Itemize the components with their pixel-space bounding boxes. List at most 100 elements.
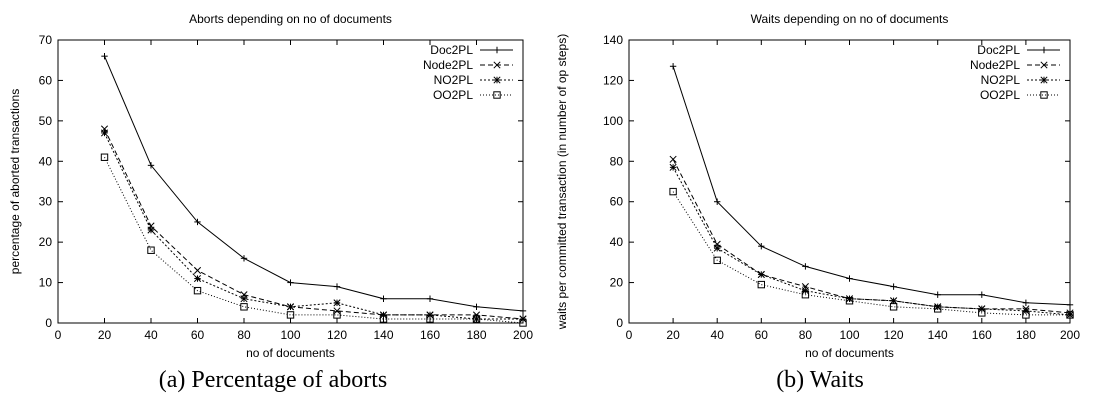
- x-tick-label: 60: [755, 328, 769, 342]
- data-point: [379, 315, 388, 323]
- y-tick-label: 20: [610, 276, 624, 290]
- series-line: [104, 156, 524, 324]
- data-point: [802, 263, 809, 270]
- data-point: [1022, 307, 1030, 315]
- data-point: [714, 198, 721, 205]
- x-tick-label: 200: [513, 328, 533, 342]
- x-axis-label: no of documents: [805, 346, 894, 360]
- chart-caption: (a) Percentage of aborts: [158, 367, 388, 393]
- data-point: [801, 291, 810, 299]
- data-point: [519, 319, 527, 327]
- data-point: [193, 274, 202, 283]
- x-tick-label: 200: [1060, 328, 1080, 342]
- series-doc2pl: [669, 63, 1074, 309]
- y-axis-label: waits per committed transaction (in numb…: [555, 34, 569, 330]
- data-point: [147, 226, 155, 234]
- y-tick-label: 80: [610, 154, 624, 168]
- legend-label: NO2PL: [434, 73, 474, 87]
- y-tick-label: 60: [610, 195, 624, 209]
- x-tick-label: 40: [711, 328, 725, 342]
- x-tick-label: 0: [55, 328, 62, 342]
- series-line: [672, 167, 1071, 316]
- series-oo2pl: [100, 153, 527, 327]
- data-point: [100, 129, 109, 137]
- data-point: [287, 279, 294, 286]
- legend-label: OO2PL: [980, 88, 1020, 102]
- data-point: [934, 291, 941, 298]
- series-line: [672, 191, 1070, 316]
- y-tick-label: 140: [603, 33, 623, 47]
- x-tick-label: 80: [799, 328, 813, 342]
- data-point: [193, 266, 202, 274]
- data-point: [1066, 311, 1074, 319]
- data-point: [472, 315, 481, 323]
- y-tick-label: 120: [603, 73, 623, 87]
- data-point: [757, 270, 765, 279]
- y-tick-label: 0: [616, 316, 623, 330]
- data-point: [147, 246, 155, 254]
- data-point: [193, 286, 202, 295]
- y-tick-label: 20: [39, 235, 53, 249]
- data-point: [669, 163, 677, 171]
- data-point: [286, 303, 295, 311]
- data-point: [379, 311, 388, 319]
- data-point: [333, 283, 341, 290]
- x-tick-label: 120: [884, 328, 904, 342]
- data-point: [100, 153, 109, 161]
- y-tick-label: 70: [39, 33, 53, 47]
- y-axis-label: percentage of aborted transactions: [8, 89, 22, 274]
- x-tick-label: 20: [666, 328, 680, 342]
- series-oo2pl: [669, 187, 1074, 319]
- x-tick-label: 60: [191, 328, 205, 342]
- series-line: [672, 159, 1071, 314]
- data-point: [380, 295, 387, 302]
- data-point: [669, 155, 677, 163]
- x-tick-label: 100: [839, 328, 859, 342]
- data-point: [519, 307, 527, 315]
- series-line: [104, 128, 524, 320]
- data-point: [889, 303, 898, 311]
- legend-marker: [493, 91, 501, 99]
- data-point: [286, 311, 295, 319]
- legend-marker: [493, 61, 501, 69]
- legend-label: Node2PL: [423, 58, 473, 72]
- series-line: [104, 132, 523, 320]
- aborts-chart: Aborts depending on no of documents 0 20 40…: [8, 12, 533, 360]
- data-point: [147, 162, 155, 169]
- series-node2pl: [100, 125, 527, 323]
- x-tick-label: 160: [972, 328, 992, 342]
- data-point: [426, 295, 434, 302]
- chart-title: Waits depending on no of documents: [751, 12, 949, 26]
- data-point: [846, 275, 853, 282]
- data-point: [845, 297, 854, 305]
- legend-marker: [1040, 61, 1048, 69]
- data-point: [890, 283, 897, 290]
- legend-label: Node2PL: [970, 58, 1020, 72]
- x-tick-label: 140: [373, 328, 393, 342]
- y-tick-label: 40: [39, 154, 53, 168]
- data-point: [101, 52, 108, 60]
- y-tick-label: 40: [610, 235, 624, 249]
- data-point: [1022, 299, 1030, 306]
- legend-marker: [1040, 91, 1048, 99]
- data-point: [194, 218, 201, 226]
- legend-label: OO2PL: [433, 88, 473, 102]
- y-tick-label: 100: [603, 114, 623, 128]
- data-point: [978, 305, 986, 313]
- data-point: [978, 291, 985, 298]
- legend-marker: [493, 46, 501, 54]
- data-point: [333, 311, 341, 319]
- data-point: [473, 303, 480, 311]
- data-point: [890, 297, 898, 305]
- data-point: [519, 315, 527, 323]
- series-line: [104, 56, 524, 312]
- legend-label: Doc2PL: [430, 43, 473, 57]
- chart-title: Aborts depending on no of documents: [189, 12, 392, 26]
- data-point: [240, 255, 248, 262]
- data-point: [426, 315, 434, 323]
- chart-panel-waits: Waits depending on no of documents 0 20 40 6…: [547, 0, 1093, 399]
- x-tick-label: 140: [928, 328, 948, 342]
- data-point: [669, 187, 677, 196]
- series-doc2pl: [101, 52, 527, 315]
- legend-label: Doc2PL: [977, 43, 1020, 57]
